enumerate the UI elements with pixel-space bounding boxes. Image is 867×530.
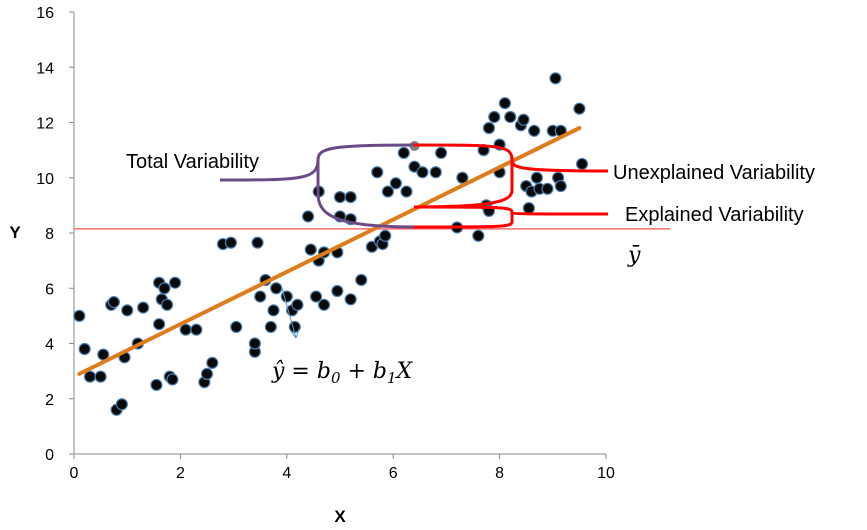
data-point	[518, 114, 529, 125]
data-point	[499, 98, 510, 109]
data-point	[154, 319, 165, 330]
regression-equation: ŷ = b0 + b1X	[271, 359, 414, 387]
data-point	[555, 181, 566, 192]
data-point	[268, 305, 279, 316]
data-point	[505, 111, 516, 122]
data-point	[332, 286, 343, 297]
data-point	[436, 147, 447, 158]
y-tick-label: 14	[36, 60, 54, 77]
y-tick-label: 16	[36, 5, 54, 22]
data-point	[180, 324, 191, 335]
data-point	[345, 192, 356, 203]
data-point	[159, 283, 170, 294]
data-point	[417, 167, 428, 178]
data-point	[122, 305, 133, 316]
data-point	[167, 374, 178, 385]
x-tick-label: 10	[597, 465, 615, 482]
data-point	[380, 230, 391, 241]
y-tick-label: 4	[45, 337, 54, 354]
data-point	[202, 368, 213, 379]
data-point	[231, 321, 242, 332]
data-point	[84, 371, 95, 382]
data-point	[529, 125, 540, 136]
y-tick-label: 12	[36, 116, 54, 133]
data-point	[151, 379, 162, 390]
y-axis-title: Y	[9, 223, 21, 242]
x-tick-label: 4	[282, 465, 291, 482]
data-point	[74, 310, 85, 321]
data-point	[574, 103, 585, 114]
data-point	[430, 167, 441, 178]
x-tick-label: 0	[70, 465, 79, 482]
x-tick-label: 6	[389, 465, 398, 482]
data-point	[255, 291, 266, 302]
data-point	[398, 147, 409, 158]
data-point	[252, 237, 263, 248]
data-point	[249, 338, 260, 349]
data-point	[531, 172, 542, 183]
data-point	[523, 203, 534, 214]
data-point	[225, 237, 236, 248]
y-ticks: 0 2 4 6 8 10 12 14 16	[36, 5, 74, 464]
data-point	[162, 299, 173, 310]
data-point	[116, 399, 127, 410]
data-point	[372, 167, 383, 178]
y-tick-label: 0	[45, 447, 54, 464]
y-tick-label: 10	[36, 171, 54, 188]
data-point	[95, 371, 106, 382]
explained-variability-label: Explained Variability	[625, 204, 804, 226]
data-point	[577, 158, 588, 169]
data-point	[401, 186, 412, 197]
x-tick-label: 8	[495, 465, 504, 482]
data-point	[292, 299, 303, 310]
data-point	[319, 299, 330, 310]
data-point	[489, 111, 500, 122]
data-point	[271, 283, 282, 294]
data-point	[345, 294, 356, 305]
x-ticks: 0 2 4 6 8 10	[70, 454, 615, 482]
x-tick-label: 2	[176, 465, 185, 482]
x-axis-title: X	[334, 507, 346, 526]
total-variability-label: Total Variability	[126, 151, 259, 173]
data-point	[483, 123, 494, 134]
data-point	[207, 357, 218, 368]
data-point	[305, 244, 316, 255]
data-point	[356, 274, 367, 285]
data-point	[108, 297, 119, 308]
data-point	[390, 178, 401, 189]
data-point	[79, 344, 90, 355]
y-bar-symbol: ȳ	[627, 243, 641, 268]
y-tick-label: 8	[45, 226, 54, 243]
data-point	[138, 302, 149, 313]
data-point	[191, 324, 202, 335]
data-point	[542, 183, 553, 194]
data-point	[265, 321, 276, 332]
data-point	[303, 211, 314, 222]
data-point	[550, 73, 561, 84]
unexplained-variability-label: Unexplained Variability	[613, 162, 815, 184]
data-point	[473, 230, 484, 241]
y-tick-label: 2	[45, 392, 54, 409]
data-point	[335, 192, 346, 203]
explained-variability-brace	[414, 207, 608, 227]
data-point	[170, 277, 181, 288]
y-tick-label: 6	[45, 281, 54, 298]
